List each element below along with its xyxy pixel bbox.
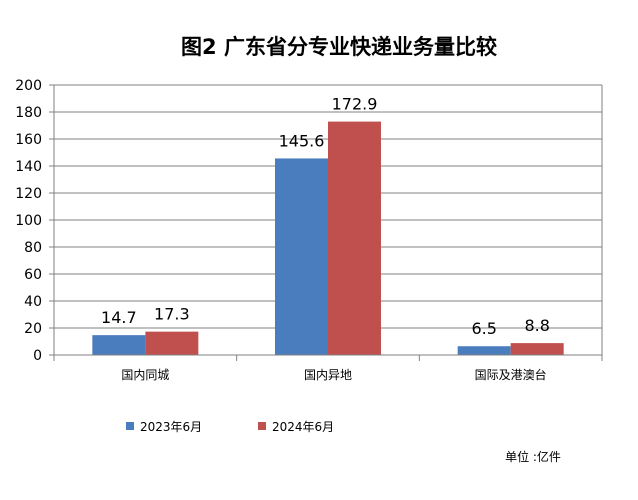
bar-series-2 <box>145 331 199 355</box>
bar-series-1 <box>457 346 511 355</box>
x-axis: 国内同城 国内异地 国际及港澳台 <box>53 354 603 382</box>
x-tick-label: 国内异地 <box>304 368 352 382</box>
legend-label: 2023年6月 <box>140 420 202 434</box>
bar-series-2 <box>328 121 381 356</box>
bar-series-2 <box>510 343 564 355</box>
x-tick-label: 国际及港澳台 <box>475 367 547 382</box>
y-tick-label: 160 <box>15 132 42 148</box>
y-tick-label: 120 <box>15 186 42 202</box>
legend-swatch <box>126 422 134 430</box>
data-label: 172.9 <box>332 95 378 114</box>
y-tick-label: 40 <box>24 294 42 310</box>
data-labels: 14.7 17.3 145.6 172.9 6.5 8.8 <box>101 95 550 339</box>
y-tick-label: 100 <box>15 213 42 229</box>
legend-label: 2024年6月 <box>272 420 334 434</box>
data-label: 6.5 <box>471 319 496 338</box>
y-tick-label: 80 <box>24 240 42 256</box>
data-label: 8.8 <box>524 316 549 335</box>
y-tick-label: 180 <box>15 105 42 121</box>
y-axis: 0 20 40 60 80 100 120 140 160 180 200 <box>15 78 603 364</box>
bar-series-1 <box>92 335 146 355</box>
chart-title: 图2 广东省分专业快递业务量比较 <box>181 35 497 59</box>
y-tick-label: 60 <box>24 267 42 283</box>
data-label: 14.7 <box>101 308 137 327</box>
y-tick-label: 20 <box>24 321 42 337</box>
y-tick-label: 140 <box>15 159 42 175</box>
data-label: 145.6 <box>279 131 325 150</box>
data-label: 17.3 <box>154 305 190 324</box>
bars <box>92 121 564 356</box>
bar-series-1 <box>275 158 328 355</box>
legend: 2023年6月 2024年6月 <box>126 420 334 434</box>
legend-swatch <box>258 422 266 430</box>
y-tick-label: 0 <box>33 348 42 364</box>
y-tick-label: 200 <box>15 78 42 94</box>
x-tick-label: 国内同城 <box>121 368 169 382</box>
unit-label: 单位 :亿件 <box>505 449 561 464</box>
